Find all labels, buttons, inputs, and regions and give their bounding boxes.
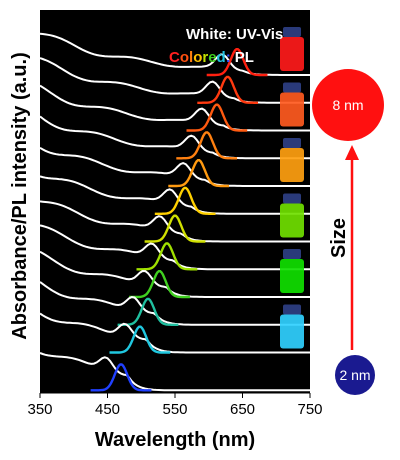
vial-body [280, 314, 304, 349]
np-large-circle [312, 69, 384, 141]
pl-curve [176, 131, 238, 160]
vial-body [280, 148, 304, 183]
legend-colored-letter: o [180, 49, 189, 66]
np-large-label: 8 nm [332, 97, 363, 113]
x-tick-label: 750 [297, 401, 322, 418]
absorbance-curve [39, 146, 310, 187]
np-small-label: 2 nm [339, 367, 370, 383]
pl-curve [206, 48, 268, 77]
x-tick-label: 650 [230, 401, 255, 418]
vial-body [280, 92, 304, 127]
vial-cap [283, 249, 301, 260]
pl-curve [144, 214, 206, 243]
x-tick-label: 550 [162, 401, 187, 418]
absorbance-curve [39, 200, 310, 243]
spectra-group [39, 32, 310, 392]
absorbance-curve [39, 250, 310, 298]
legend-pl-suffix: PL [235, 49, 254, 66]
vial-cap [283, 193, 301, 204]
pl-curve [109, 325, 171, 354]
size-title: Size [328, 218, 350, 258]
x-ticks: 350 450 550 650 750 [27, 393, 323, 418]
legend-pl: Colored: PL [169, 49, 254, 66]
x-tick-label: 450 [95, 401, 120, 418]
np-small-circle [335, 355, 375, 395]
vial-cap [283, 138, 301, 149]
legend-colored-letter: d [217, 49, 226, 66]
pl-curve [90, 363, 152, 392]
size-arrow-head [345, 145, 359, 160]
pl-curve [197, 75, 258, 104]
pl-curve [129, 270, 190, 299]
legend-colored-letter: C [169, 49, 180, 66]
y-axis-title: Absorbance/PL intensity (a.u.) [9, 52, 31, 339]
x-tick-label: 350 [27, 401, 52, 418]
vial-cap [283, 27, 301, 37]
absorbance-curve [39, 115, 310, 160]
pl-curve [154, 186, 216, 215]
legend-colored-letter: : [226, 49, 231, 66]
vials-group [280, 27, 304, 349]
vial-body [280, 203, 304, 238]
vial-body [280, 259, 304, 294]
pl-curve [136, 242, 198, 271]
pl-curve [186, 103, 248, 132]
absorbance-curve [39, 57, 310, 104]
vial-body [280, 37, 304, 71]
pl-curve [168, 159, 229, 188]
absorbance-curve [39, 312, 310, 354]
legend-uvvis: White: UV-Vis [186, 26, 283, 43]
legend-colored-letter: o [193, 49, 202, 66]
vial-cap [283, 304, 301, 315]
absorbance-curve [39, 84, 310, 132]
absorbance-curve [39, 352, 310, 392]
legend-colored-letter: l [189, 49, 193, 66]
legend-colored-letter: r [202, 49, 208, 66]
absorbance-curve [39, 175, 310, 215]
vial-cap [283, 82, 301, 93]
x-axis-title: Wavelength (nm) [95, 429, 255, 451]
legend-colored-letter: e [208, 49, 216, 66]
absorbance-curve [39, 224, 310, 271]
